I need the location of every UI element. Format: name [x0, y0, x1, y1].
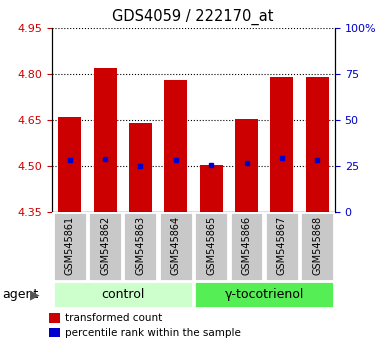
- Text: agent: agent: [2, 288, 38, 301]
- Text: ▶: ▶: [30, 288, 40, 301]
- Bar: [229, 212, 263, 281]
- Text: GSM545866: GSM545866: [241, 216, 251, 275]
- Text: GSM545868: GSM545868: [312, 216, 322, 275]
- Bar: [58, 117, 81, 212]
- Bar: [235, 119, 258, 212]
- Text: GSM545865: GSM545865: [206, 216, 216, 275]
- Text: GSM545862: GSM545862: [100, 216, 110, 275]
- Text: control: control: [101, 288, 144, 301]
- Text: GSM545867: GSM545867: [277, 216, 287, 275]
- Bar: [270, 78, 293, 212]
- Bar: [124, 212, 157, 281]
- Bar: [200, 165, 223, 212]
- Bar: [53, 212, 87, 281]
- Bar: [129, 124, 152, 212]
- Legend: transformed count, percentile rank within the sample: transformed count, percentile rank withi…: [50, 313, 241, 338]
- Bar: [306, 78, 329, 212]
- Bar: [194, 212, 228, 281]
- Text: GSM545863: GSM545863: [136, 216, 146, 275]
- Text: GDS4059 / 222170_at: GDS4059 / 222170_at: [112, 9, 273, 25]
- Bar: [88, 212, 122, 281]
- Bar: [300, 212, 334, 281]
- Bar: [159, 212, 193, 281]
- Bar: [94, 68, 117, 212]
- Text: γ-tocotrienol: γ-tocotrienol: [224, 288, 304, 301]
- Bar: [265, 212, 299, 281]
- Text: GSM545864: GSM545864: [171, 216, 181, 275]
- Text: GSM545861: GSM545861: [65, 216, 75, 275]
- Bar: [53, 281, 193, 308]
- Bar: [164, 80, 187, 212]
- Bar: [194, 281, 334, 308]
